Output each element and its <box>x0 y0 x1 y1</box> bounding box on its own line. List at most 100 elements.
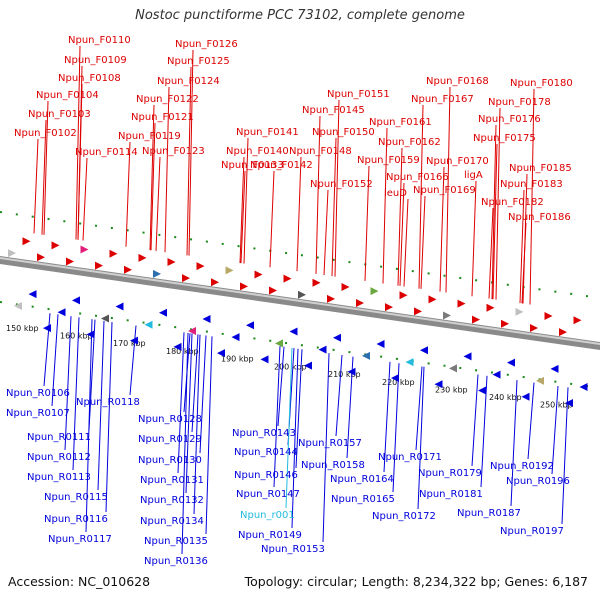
gene-label-npun-r0153: Npun_R0153 <box>261 544 325 555</box>
gene-label-npun-f0183: Npun_F0183 <box>500 179 563 190</box>
leader-line-npun-r0181 <box>480 375 488 488</box>
gene-label-npun-f0148: Npun_F0148 <box>289 146 352 157</box>
gene-label-npun-r0107: Npun_R0107 <box>6 408 70 419</box>
leader-line-npun-r001 <box>285 347 293 509</box>
gene-label-npun-f0126: Npun_F0126 <box>175 39 238 50</box>
leader-line-npun-f0152 <box>323 189 329 276</box>
gene-label-npun-f0167: Npun_F0167 <box>411 94 474 105</box>
leader-line-npun-f0186 <box>521 222 527 304</box>
forward-feature-arrow <box>8 249 16 258</box>
leader-line-npun-f0141 <box>243 137 249 264</box>
gene-label-npun-r0117: Npun_R0117 <box>48 534 112 545</box>
forward-feature-arrow <box>385 303 393 312</box>
gene-label-npun-f0104: Npun_F0104 <box>36 90 99 101</box>
forward-feature-arrow <box>486 303 495 312</box>
leader-line-npun-r0135 <box>205 336 213 535</box>
gene-label-npun-f0102: Npun_F0102 <box>14 128 77 139</box>
gene-label-npun-f0121: Npun_F0121 <box>131 112 194 123</box>
leader-line-npun-f0175 <box>492 143 498 300</box>
gene-label-liga: ligA <box>464 170 483 181</box>
gene-label-npun-r0164: Npun_R0164 <box>330 474 394 485</box>
gene-label-npun-f0182: Npun_F0182 <box>481 197 544 208</box>
reverse-feature-arrow <box>376 339 385 348</box>
leader-line-npun-r0197 <box>561 387 569 525</box>
reverse-feature-arrow <box>43 324 51 333</box>
leader-line-npun-r0187 <box>510 380 518 507</box>
reverse-feature-arrow <box>536 376 544 385</box>
gene-label-npun-f0168: Npun_F0168 <box>426 76 489 87</box>
reverse-leader-lines <box>43 313 569 555</box>
gene-label-leud: leuD <box>384 188 407 199</box>
leader-line-npun-r0179 <box>471 374 479 467</box>
forward-feature-arrow <box>153 269 161 278</box>
leader-line-npun-f0182 <box>488 207 494 299</box>
reverse-feature-arrow <box>304 361 312 370</box>
reverse-feature-arrow <box>507 358 515 367</box>
gene-label-npun-f0162: Npun_F0162 <box>378 137 441 148</box>
leader-line-npun-r0106 <box>43 313 51 387</box>
scale-label-190-kbp: 190 kbp <box>221 355 254 364</box>
leader-line-npun-f0167 <box>418 104 424 289</box>
forward-feature-arrow <box>414 307 422 316</box>
gene-label-npun-r0149: Npun_R0149 <box>238 530 302 541</box>
reverse-feature-arrow <box>202 315 211 324</box>
leader-line-npun-f0150 <box>331 137 337 277</box>
gene-label-npun-r0113: Npun_R0113 <box>27 472 91 483</box>
reverse-feature-arrow <box>28 290 37 299</box>
gene-label-npun-f0159: Npun_F0159 <box>357 155 420 166</box>
gene-label-npun-r0192: Npun_R0192 <box>490 461 554 472</box>
leader-line-npun-r0143 <box>277 346 285 427</box>
gene-label-npun-f0108: Npun_F0108 <box>58 73 121 84</box>
gene-label-npun-r0196: Npun_R0196 <box>506 476 570 487</box>
leader-line-npun-f0119 <box>125 141 131 247</box>
gene-label-npun-r0116: Npun_R0116 <box>44 514 108 525</box>
forward-feature-arrow <box>37 253 45 262</box>
gene-label-npun-f0186: Npun_F0186 <box>508 212 571 223</box>
leader-line-npun-r0107 <box>51 314 59 407</box>
leader-line-npun-r0147 <box>273 346 281 488</box>
accession-text: Accession: NC_010628 <box>8 574 151 589</box>
forward-feature-arrow <box>95 261 103 270</box>
forward-feature-arrow <box>370 287 379 296</box>
leader-line-npun-f0170 <box>439 166 445 292</box>
reverse-feature-arrow <box>565 398 573 407</box>
reverse-feature-arrow <box>130 336 138 345</box>
gene-label-npun-f0151: Npun_F0151 <box>327 89 390 100</box>
reverse-gene-labels: Npun_R0106 Npun_R0107 Npun_R0118 Npun_R0111… <box>6 388 570 567</box>
gene-label-npun-r0131: Npun_R0131 <box>140 475 204 486</box>
reverse-feature-arrow <box>492 370 501 379</box>
gene-label-npun-r0171: Npun_R0171 <box>378 452 442 463</box>
topology-text: Topology: circular; Length: 8,234,322 bp… <box>244 574 588 589</box>
gene-label-npun-r0134: Npun_R0134 <box>140 516 204 527</box>
leader-line-npun-r0172 <box>417 366 425 510</box>
gene-label-npun-f0133: Npun_F0133 <box>221 160 284 171</box>
scale-label-160-kbp: 160 kbp <box>60 332 93 341</box>
forward-feature-arrow <box>298 290 306 299</box>
forward-feature-arrow <box>501 319 509 328</box>
forward-feature-arrow <box>530 323 538 332</box>
leader-line-npun-f0169 <box>420 195 426 289</box>
gene-label-npun-r0106: Npun_R0106 <box>6 388 70 399</box>
forward-feature-arrow <box>457 299 466 308</box>
leader-line-npun-r0118 <box>129 325 137 396</box>
forward-feature-arrow <box>544 312 553 321</box>
gene-label-npun-f0150: Npun_F0150 <box>312 127 375 138</box>
leader-line-npun-r0132 <box>185 333 193 494</box>
scale-label-230-kbp: 230 kbp <box>435 385 468 394</box>
gene-label-npun-f0166: Npun_F0166 <box>386 172 449 183</box>
leader-line-npun-r0146 <box>295 349 303 469</box>
gene-label-npun-f0123: Npun_F0123 <box>142 146 205 157</box>
forward-feature-arrow <box>283 274 292 283</box>
gene-label-npun-r0118: Npun_R0118 <box>76 397 140 408</box>
forward-feature-arrow <box>428 295 437 304</box>
gene-label-npun-r0187: Npun_R0187 <box>457 508 521 519</box>
reverse-feature-arrow <box>420 346 428 355</box>
forward-feature-arrow <box>254 270 263 279</box>
scale-label-170-kbp: 170 kbp <box>113 339 146 348</box>
forward-feature-arrow <box>109 249 118 258</box>
scale-label-210-kbp: 210 kbp <box>328 370 361 379</box>
reverse-feature-arrow <box>521 392 530 401</box>
gene-label-npun-r0111: Npun_R0111 <box>27 432 91 443</box>
